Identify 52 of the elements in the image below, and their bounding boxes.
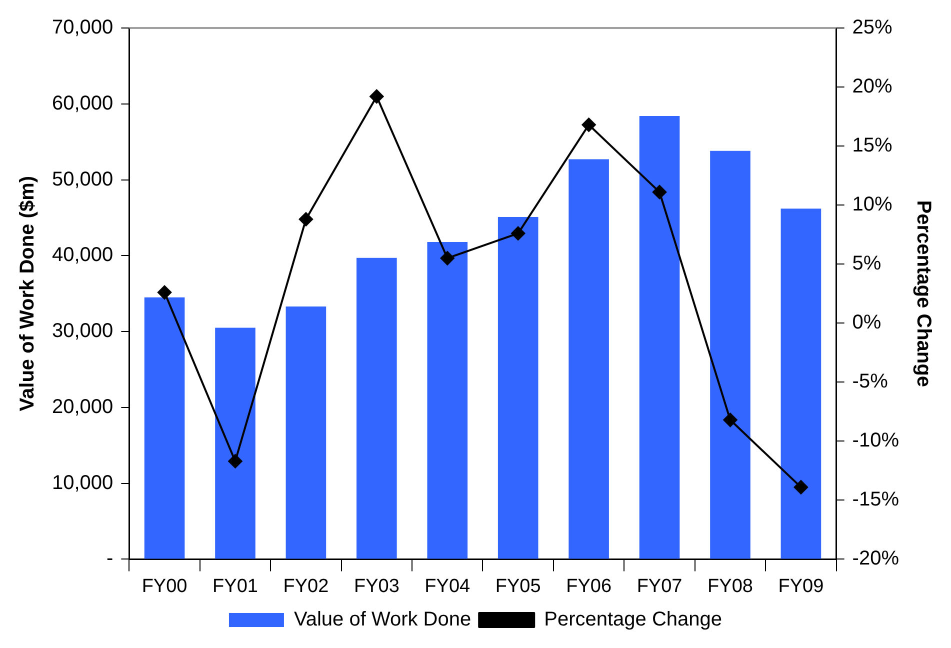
y2-tick-label: 15% [852, 134, 893, 157]
point [511, 226, 526, 240]
bar [780, 208, 822, 559]
x-tick-label: FY06 [566, 576, 612, 597]
y2-tick-label: 10% [852, 194, 893, 216]
y2-tick-label: 5% [852, 252, 882, 275]
bar [639, 116, 680, 559]
legend-label: Value of Work Done [294, 608, 472, 631]
point [158, 285, 172, 300]
x-tick-label: FY09 [778, 576, 824, 597]
bar [710, 150, 750, 559]
x-tick-label: FY08 [708, 576, 753, 597]
y2-tick-label: 25% [852, 16, 893, 39]
point [794, 480, 808, 494]
y2-tick-label: 20% [852, 76, 893, 98]
y2-axis-title: Percentage Change [912, 200, 934, 387]
bar [356, 258, 397, 559]
y2-tick-label: -5% [852, 370, 888, 393]
bar [215, 328, 256, 559]
point [228, 454, 242, 468]
x-tick-label: FY01 [212, 576, 258, 597]
point [652, 185, 667, 200]
y-tick-label: 50,000 [52, 168, 114, 190]
x-tick-label: FY00 [142, 576, 188, 597]
bar [498, 216, 538, 559]
y-tick-label: 40,000 [52, 244, 114, 266]
bar [427, 242, 468, 559]
y-axis-title: Value of Work Done ($m) [16, 176, 39, 412]
x-tick-label: FY07 [636, 576, 682, 597]
x-tick-label: FY05 [495, 576, 541, 597]
y2-tick-label: -10% [852, 430, 900, 452]
y-tick-label: 60,000 [52, 92, 114, 114]
bar [144, 297, 185, 559]
point [370, 89, 384, 104]
y-tick-label: 30,000 [52, 320, 114, 342]
point [582, 118, 596, 132]
x-tick-label: FY02 [283, 576, 329, 597]
y-tick-label: 10,000 [52, 472, 114, 494]
point [298, 212, 313, 226]
point [723, 412, 738, 427]
point [440, 251, 454, 266]
legend-label: Percentage Change [544, 608, 722, 631]
y-tick-label: 70,000 [52, 16, 114, 39]
y2-tick-label: 0% [852, 312, 882, 334]
x-tick-label: FY03 [354, 576, 400, 597]
bar [568, 159, 609, 559]
y-tick-label: 20,000 [52, 396, 114, 418]
x-tick-label: FY04 [424, 576, 471, 597]
y-tick-label: - [106, 548, 114, 570]
y2-tick-label: -20% [852, 548, 900, 570]
y2-tick-label: -15% [852, 488, 900, 511]
bar [286, 306, 326, 559]
